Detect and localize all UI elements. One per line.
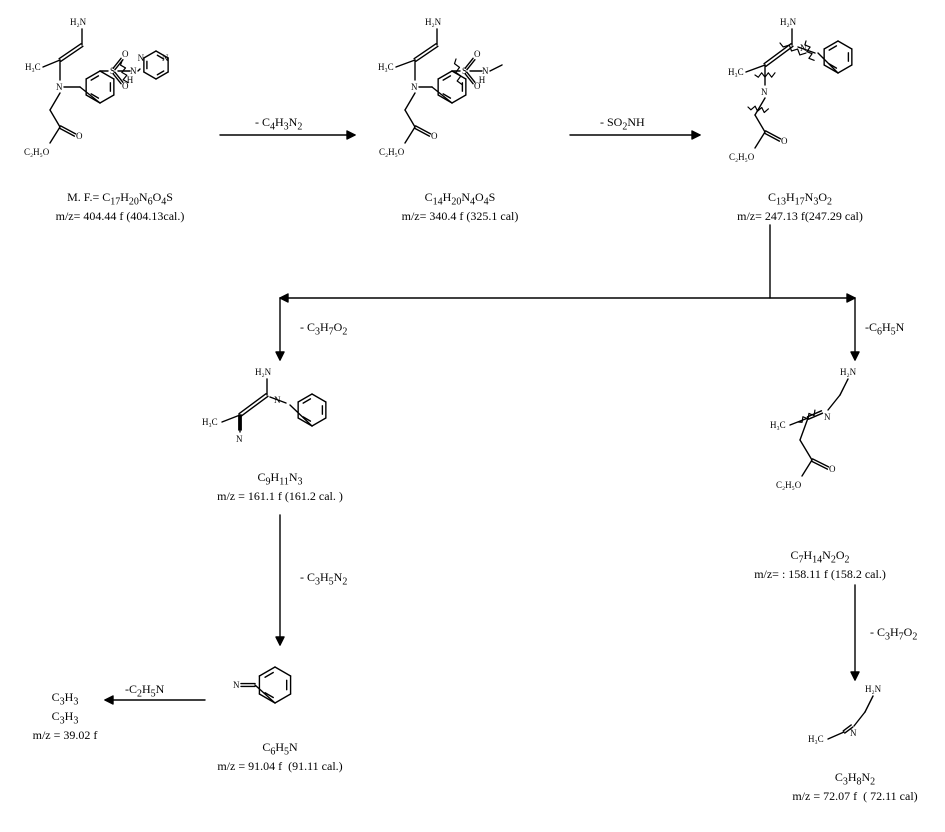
svg-text:H₂N: H₂N	[840, 367, 857, 377]
svg-text:O: O	[76, 131, 83, 141]
svg-text:N: N	[761, 87, 768, 97]
svg-text:N: N	[56, 82, 63, 92]
svg-text:H₂N: H₂N	[425, 17, 442, 27]
svg-text:N: N	[236, 434, 243, 444]
svg-text:N: N	[138, 53, 145, 63]
svg-text:H₂N: H₂N	[865, 684, 882, 694]
a2-loss: - SO2NH	[600, 115, 645, 132]
svg-text:C₂H₅O: C₂H₅O	[776, 480, 802, 490]
svg-text:H₃C: H₃C	[202, 417, 218, 427]
svg-text:C₂H₅O: C₂H₅O	[379, 147, 405, 157]
a1-loss: - C4H3N2	[255, 115, 302, 132]
svg-text:H₂N: H₂N	[255, 367, 272, 377]
svg-text:N: N	[162, 53, 169, 63]
fragmentation-diagram: H₂NH₃CNSOONHNNOC₂H₅OH₂NH₃CNSOONHOC₂H₅OH₂…	[0, 0, 945, 832]
svg-text:N: N	[800, 43, 807, 53]
svg-text:H₃C: H₃C	[770, 420, 786, 430]
svg-text:N: N	[850, 728, 857, 738]
a7-loss: -C2H5N	[125, 682, 164, 699]
svg-text:H: H	[479, 75, 486, 85]
svg-text:H₂N: H₂N	[70, 17, 87, 27]
a8-loss: - C3H7O2	[870, 625, 917, 642]
svg-text:O: O	[122, 49, 129, 59]
svg-text:O: O	[781, 136, 788, 146]
svg-text:H₃C: H₃C	[808, 734, 824, 744]
svg-text:N: N	[411, 82, 418, 92]
a4-loss: - C3H7O2	[300, 320, 347, 337]
svg-text:O: O	[474, 49, 481, 59]
svg-text:H₂N: H₂N	[780, 17, 797, 27]
svg-text:C₂H₅O: C₂H₅O	[729, 152, 755, 162]
svg-text:H: H	[127, 75, 134, 85]
svg-text:N: N	[824, 412, 831, 422]
svg-text:C₂H₅O: C₂H₅O	[24, 147, 50, 157]
a5-loss: -C6H5N	[865, 320, 904, 337]
a6-loss: - C3H5N2	[300, 570, 347, 587]
svg-text:O: O	[829, 464, 836, 474]
svg-text:H₃C: H₃C	[378, 62, 394, 72]
svg-text:O: O	[431, 131, 438, 141]
svg-text:N: N	[233, 680, 240, 690]
svg-text:H₃C: H₃C	[25, 62, 41, 72]
svg-text:H₃C: H₃C	[728, 67, 744, 77]
svg-text:N: N	[274, 395, 281, 405]
